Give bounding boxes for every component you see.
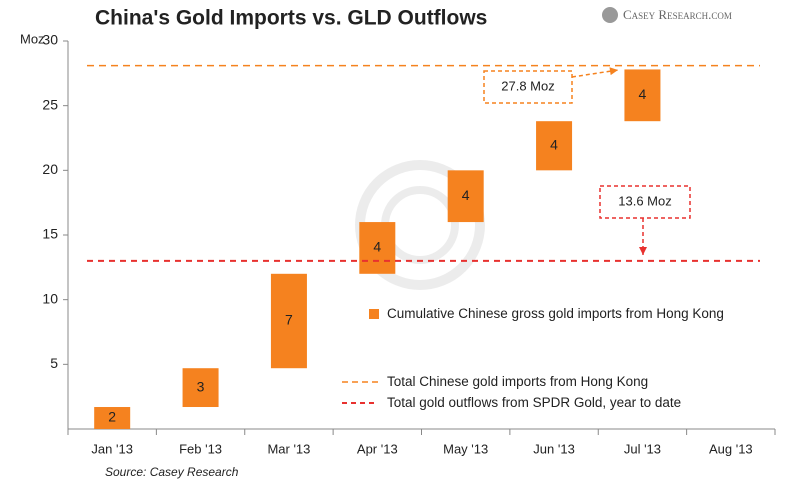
bar-label: 4 <box>550 136 558 152</box>
source: Source: Casey Research <box>105 465 239 479</box>
y-tick-label: 15 <box>42 226 58 242</box>
annotation: 27.8 Moz <box>501 78 554 93</box>
legend-label: Total Chinese gold imports from Hong Kon… <box>387 374 649 389</box>
bar <box>447 170 484 223</box>
annotation-box <box>483 70 573 104</box>
arrow-head <box>639 247 647 255</box>
bar <box>624 69 661 122</box>
y-tick-label: 10 <box>42 290 58 306</box>
x-tick-label: Jul '13 <box>624 441 661 456</box>
y-tick-label: 20 <box>42 161 58 177</box>
bar <box>359 222 396 274</box>
x-tick-label: May '13 <box>443 441 488 456</box>
bar-label: 4 <box>462 187 470 203</box>
y-tick-label: 25 <box>42 96 58 112</box>
x-tick-label: Jun '13 <box>533 441 575 456</box>
bar <box>182 368 219 408</box>
x-tick-label: Aug '13 <box>709 441 753 456</box>
x-tick-label: Feb '13 <box>179 441 222 456</box>
chart-title: China's Gold Imports vs. GLD Outflows <box>95 7 487 30</box>
annotation-box <box>599 185 691 219</box>
bar <box>536 121 573 171</box>
legend-swatch <box>369 309 379 319</box>
bar-label: 2 <box>108 409 116 425</box>
arrow-head <box>609 67 618 76</box>
y-tick-label: 5 <box>50 355 58 371</box>
bar <box>94 407 131 429</box>
bar-label: 7 <box>285 312 293 328</box>
logo: Casey Research.com <box>623 7 732 22</box>
x-tick-label: Jan '13 <box>91 441 133 456</box>
bar-label: 4 <box>639 86 647 102</box>
x-tick-label: Mar '13 <box>267 441 310 456</box>
x-tick-label: Apr '13 <box>357 441 398 456</box>
bar-label: 3 <box>197 378 205 394</box>
legend-label: Total gold outflows from SPDR Gold, year… <box>387 395 682 410</box>
logo-icon <box>602 7 618 23</box>
annotation: 13.6 Moz <box>618 193 671 208</box>
bar-label: 4 <box>373 239 381 255</box>
legend-label: Cumulative Chinese gross gold imports fr… <box>387 306 724 321</box>
bar <box>270 273 307 369</box>
y-axis-label: Moz <box>20 31 45 46</box>
y-tick-label: 30 <box>42 32 58 48</box>
